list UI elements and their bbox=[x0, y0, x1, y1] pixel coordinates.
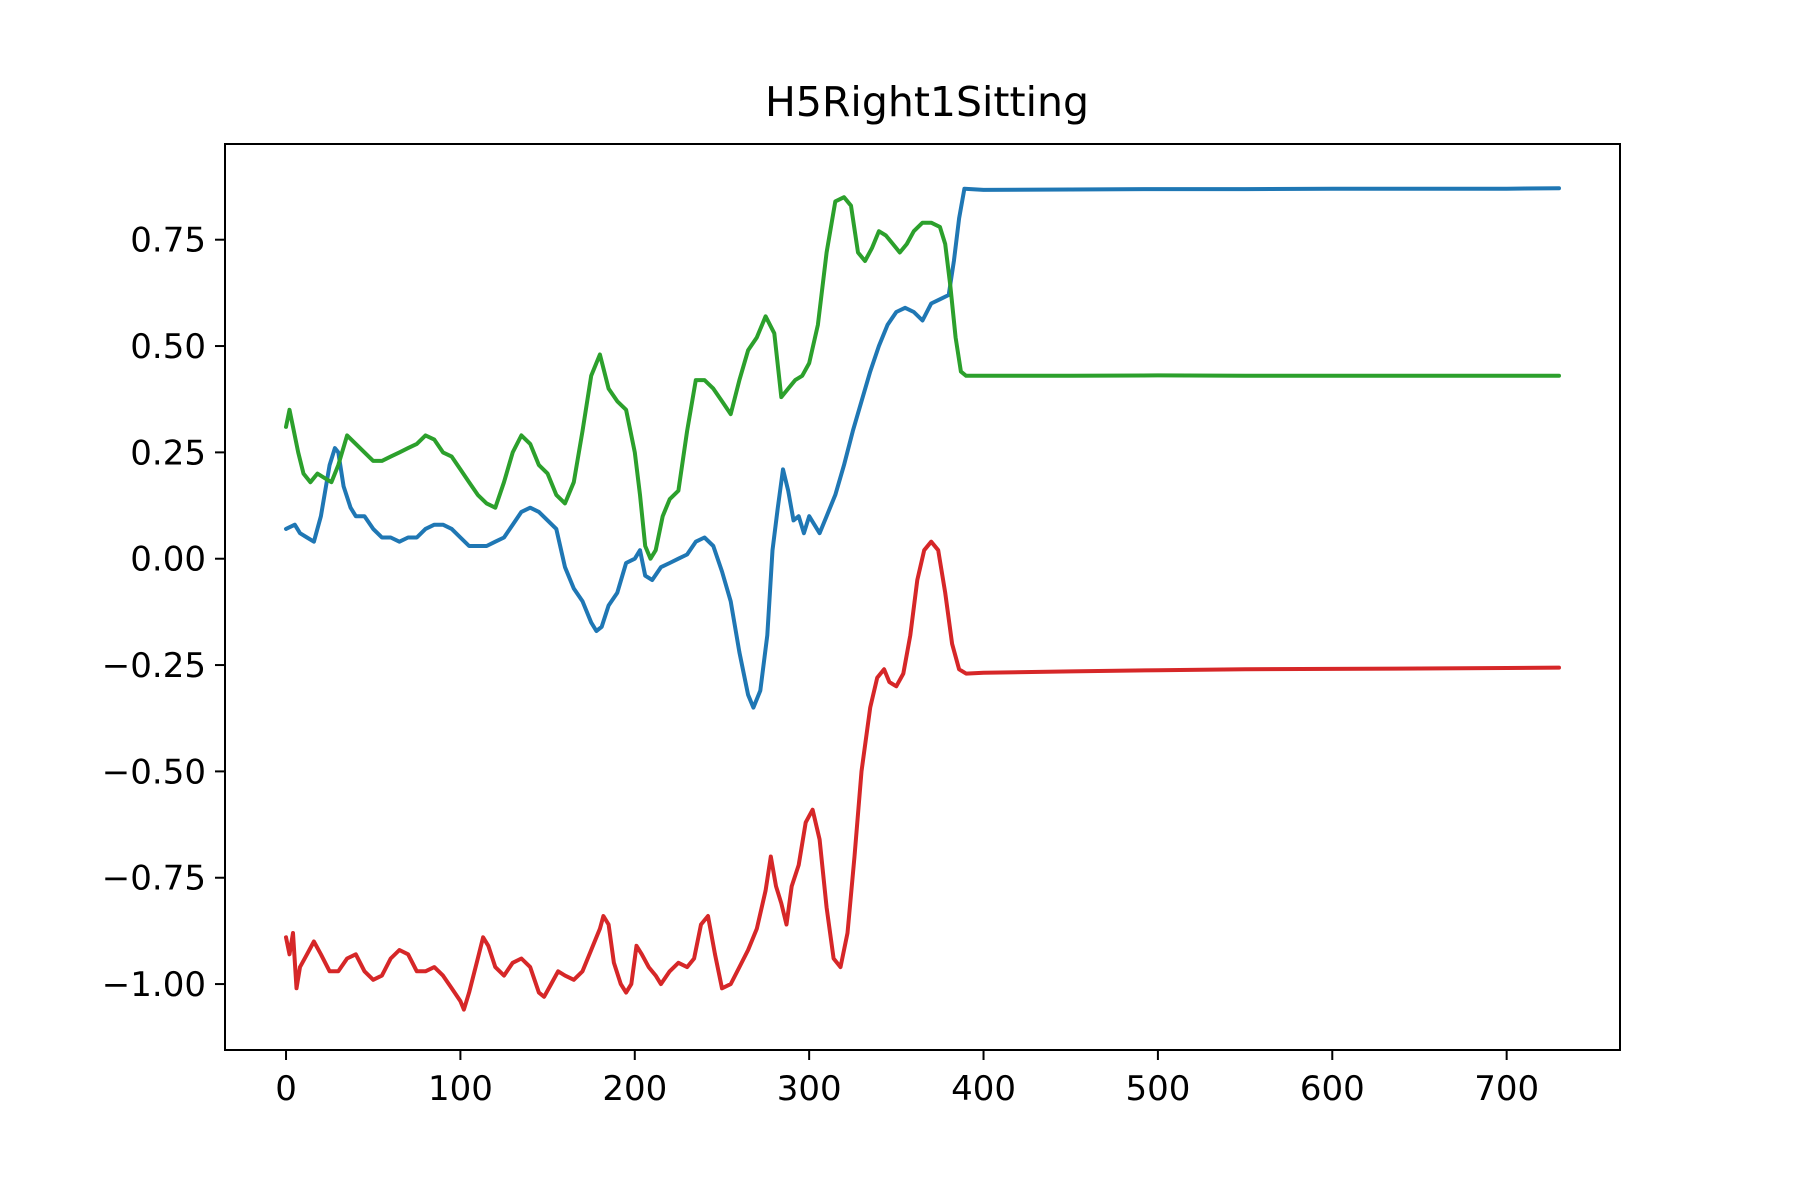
y-tick-label: 0.50 bbox=[130, 327, 206, 367]
x-tick-label: 400 bbox=[951, 1069, 1016, 1109]
plot-frame bbox=[224, 143, 1621, 1051]
y-tick-label: −0.50 bbox=[102, 752, 206, 792]
x-axis: 0 100 200 300 400 500 600 700 bbox=[275, 1050, 1539, 1109]
y-axis: −1.00 −0.75 −0.50 −0.25 0.00 0.25 0.50 0.75 bbox=[102, 221, 225, 1005]
x-tick-label: 600 bbox=[1300, 1069, 1365, 1109]
y-tick-label: 0.75 bbox=[130, 221, 206, 261]
chart-title: H5Right1Sitting bbox=[765, 78, 1089, 126]
x-tick-label: 200 bbox=[602, 1069, 667, 1109]
series-line-2 bbox=[284, 195, 1561, 561]
x-tick-label: 700 bbox=[1474, 1069, 1539, 1109]
y-tick-label: −0.25 bbox=[102, 646, 206, 686]
y-tick-label: −0.75 bbox=[102, 859, 206, 899]
x-tick-label: 0 bbox=[275, 1069, 297, 1109]
series-layer bbox=[284, 186, 1561, 1012]
y-tick-label: −1.00 bbox=[102, 965, 206, 1005]
x-tick-label: 300 bbox=[777, 1069, 842, 1109]
series-line-1 bbox=[284, 186, 1561, 710]
y-tick-label: 0.00 bbox=[130, 540, 206, 580]
x-tick-label: 500 bbox=[1125, 1069, 1190, 1109]
x-tick-label: 100 bbox=[428, 1069, 493, 1109]
series-line-3 bbox=[284, 539, 1561, 1012]
y-tick-label: 0.25 bbox=[130, 433, 206, 473]
